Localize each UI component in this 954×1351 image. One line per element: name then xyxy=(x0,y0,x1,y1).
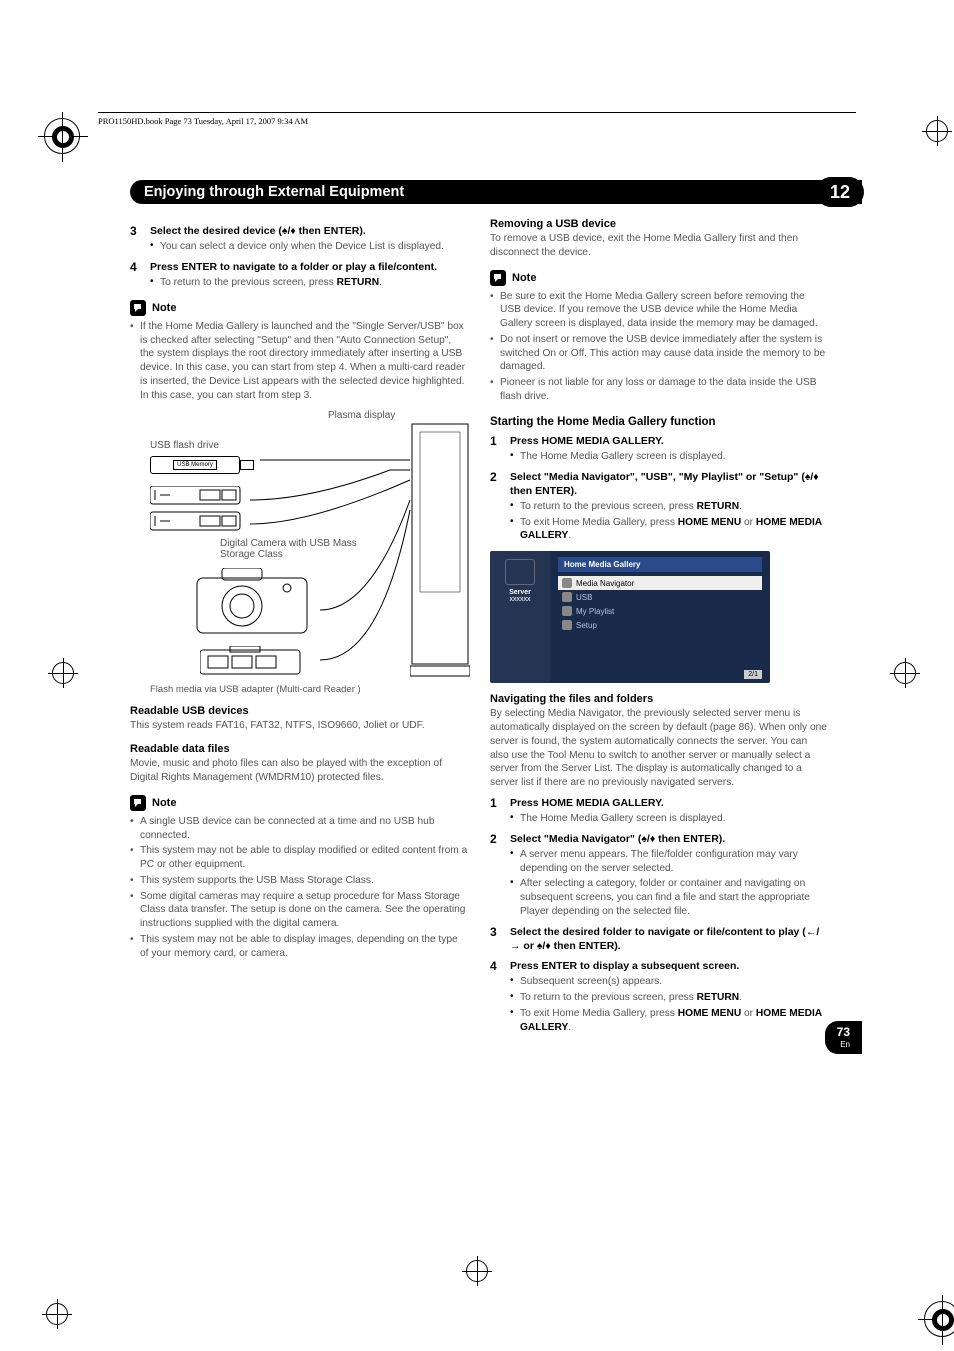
step-title: Press HOME MEDIA GALLERY. xyxy=(510,796,828,810)
step-number: 4 xyxy=(130,260,150,290)
left-column: 3 Select the desired device (♠/♦ then EN… xyxy=(130,218,468,1034)
note-bullet: A single USB device can be connected at … xyxy=(140,815,468,843)
screenshot-item: Setup xyxy=(558,618,762,632)
screenshot-item-selected: Media Navigator xyxy=(558,576,762,590)
readable-data-body: Movie, music and photo files can also be… xyxy=(130,757,468,785)
note-label: Note xyxy=(152,302,176,314)
note-bullet: Some digital cameras may require a setup… xyxy=(140,890,468,931)
bullet-text: To return to the previous screen, press … xyxy=(160,276,468,290)
reg-mark-bottom xyxy=(464,1258,490,1284)
screenshot-footer: 2/1 xyxy=(744,670,762,679)
hub-icon xyxy=(150,486,260,536)
label-plasma: Plasma display xyxy=(328,410,395,421)
page-content: Enjoying through External Equipment 1 2 3… xyxy=(130,180,828,1034)
screenshot-title: Home Media Gallery xyxy=(558,557,762,572)
step-title: Press ENTER to display a subsequent scre… xyxy=(510,959,828,973)
bullet-text: To exit Home Media Gallery, press HOME M… xyxy=(520,516,828,544)
bullet-text: Subsequent screen(s) appears. xyxy=(520,975,828,989)
page-lang: En xyxy=(840,1040,850,1049)
note-header: Note xyxy=(130,795,468,811)
home-media-gallery-screenshot: Server xxxxxx Home Media Gallery Media N… xyxy=(490,551,770,683)
playlist-icon xyxy=(562,606,572,616)
step-number: 1 xyxy=(490,434,510,464)
step-number: 3 xyxy=(130,224,150,254)
chapter-number: 12 xyxy=(816,177,864,207)
screenshot-item: USB xyxy=(558,590,762,604)
step-number: 3 xyxy=(490,925,510,953)
bullet-text: You can select a device only when the De… xyxy=(160,240,468,254)
step-title: Select "Media Navigator" (♠/♦ then ENTER… xyxy=(510,832,828,846)
note-header: Note xyxy=(130,300,468,316)
nav-step-3: 3 Select the desired folder to navigate … xyxy=(490,925,828,953)
step-1: 1 Press HOME MEDIA GALLERY. •The Home Me… xyxy=(490,434,828,464)
navigating-title: Navigating the files and folders xyxy=(490,693,828,705)
step-title: Select the desired device (♠/♦ then ENTE… xyxy=(150,224,468,238)
step-title: Press ENTER to navigate to a folder or p… xyxy=(150,260,468,274)
book-header: PRO1150HD.book Page 73 Tuesday, April 17… xyxy=(98,112,856,126)
reg-mark-left xyxy=(50,660,76,686)
screenshot-main: Home Media Gallery Media Navigator USB M… xyxy=(550,551,770,683)
step-title: Select "Media Navigator", "USB", "My Pla… xyxy=(510,470,828,498)
bullet-text: After selecting a category, folder or co… xyxy=(520,877,828,918)
usb-stick-icon: USB Memory xyxy=(150,456,240,474)
connection-diagram: Plasma display USB flash drive USB Memor… xyxy=(130,410,468,680)
note-bullet: Do not insert or remove the USB device i… xyxy=(500,333,828,374)
label-usb: USB flash drive xyxy=(150,440,219,451)
page-number: 73 xyxy=(837,1025,850,1039)
readable-data-title: Readable data files xyxy=(130,743,468,755)
starting-title: Starting the Home Media Gallery function xyxy=(490,416,828,428)
setup-icon xyxy=(562,620,572,630)
bullet-text: To exit Home Media Gallery, press HOME M… xyxy=(520,1007,828,1035)
note-header: Note xyxy=(490,270,828,286)
page-number-badge: 73 En xyxy=(825,1021,862,1054)
note-label: Note xyxy=(512,272,536,284)
chapter-title: Enjoying through External Equipment xyxy=(144,184,404,200)
nav-step-2: 2 Select "Media Navigator" (♠/♦ then ENT… xyxy=(490,832,828,919)
bullet-text: The Home Media Gallery screen is display… xyxy=(520,450,828,464)
removing-body: To remove a USB device, exit the Home Me… xyxy=(490,232,828,260)
bullet-text: The Home Media Gallery screen is display… xyxy=(520,812,828,826)
right-column: Removing a USB device To remove a USB de… xyxy=(490,218,828,1034)
note-icon xyxy=(130,795,146,811)
step-title: Press HOME MEDIA GALLERY. xyxy=(510,434,828,448)
screenshot-sidebar: Server xxxxxx xyxy=(490,551,550,683)
note-bullet: This system supports the USB Mass Storag… xyxy=(140,874,468,888)
step-number: 4 xyxy=(490,959,510,1034)
note-bullet: Be sure to exit the Home Media Gallery s… xyxy=(500,290,828,331)
note-body: If the Home Media Gallery is launched an… xyxy=(140,320,468,403)
removing-title: Removing a USB device xyxy=(490,218,828,230)
screenshot-item: My Playlist xyxy=(558,604,762,618)
cables xyxy=(250,450,420,680)
server-name: xxxxxx xyxy=(494,596,546,603)
step-4: 4 Press ENTER to navigate to a folder or… xyxy=(130,260,468,290)
readable-usb-title: Readable USB devices xyxy=(130,705,468,717)
usb-icon xyxy=(562,592,572,602)
note-label: Note xyxy=(152,797,176,809)
nav-icon xyxy=(562,578,572,588)
step-title: Select the desired folder to navigate or… xyxy=(510,925,828,953)
step-2: 2 Select "Media Navigator", "USB", "My P… xyxy=(490,470,828,544)
note-bullet: This system may not be able to display m… xyxy=(140,844,468,872)
server-label: Server xyxy=(494,589,546,596)
step-number: 1 xyxy=(490,796,510,826)
note-bullet: Pioneer is not liable for any loss or da… xyxy=(500,376,828,404)
bullet-text: To return to the previous screen, press … xyxy=(520,500,828,514)
step-number: 2 xyxy=(490,470,510,544)
note-icon xyxy=(130,300,146,316)
reg-mark-right xyxy=(892,660,918,686)
note-icon xyxy=(490,270,506,286)
nav-step-1: 1 Press HOME MEDIA GALLERY. •The Home Me… xyxy=(490,796,828,826)
server-icon xyxy=(505,559,535,585)
bullet-text: To return to the previous screen, press … xyxy=(520,991,828,1005)
diagram-caption: Flash media via USB adapter (Multi-card … xyxy=(150,684,468,695)
readable-usb-body: This system reads FAT16, FAT32, NTFS, IS… xyxy=(130,719,468,733)
step-number: 2 xyxy=(490,832,510,919)
bullet-text: A server menu appears. The file/folder c… xyxy=(520,848,828,876)
nav-step-4: 4 Press ENTER to display a subsequent sc… xyxy=(490,959,828,1034)
navigating-body: By selecting Media Navigator, the previo… xyxy=(490,707,828,790)
step-3: 3 Select the desired device (♠/♦ then EN… xyxy=(130,224,468,254)
chapter-bar: Enjoying through External Equipment 12 xyxy=(130,180,862,204)
note-bullet: This system may not be able to display i… xyxy=(140,933,468,961)
